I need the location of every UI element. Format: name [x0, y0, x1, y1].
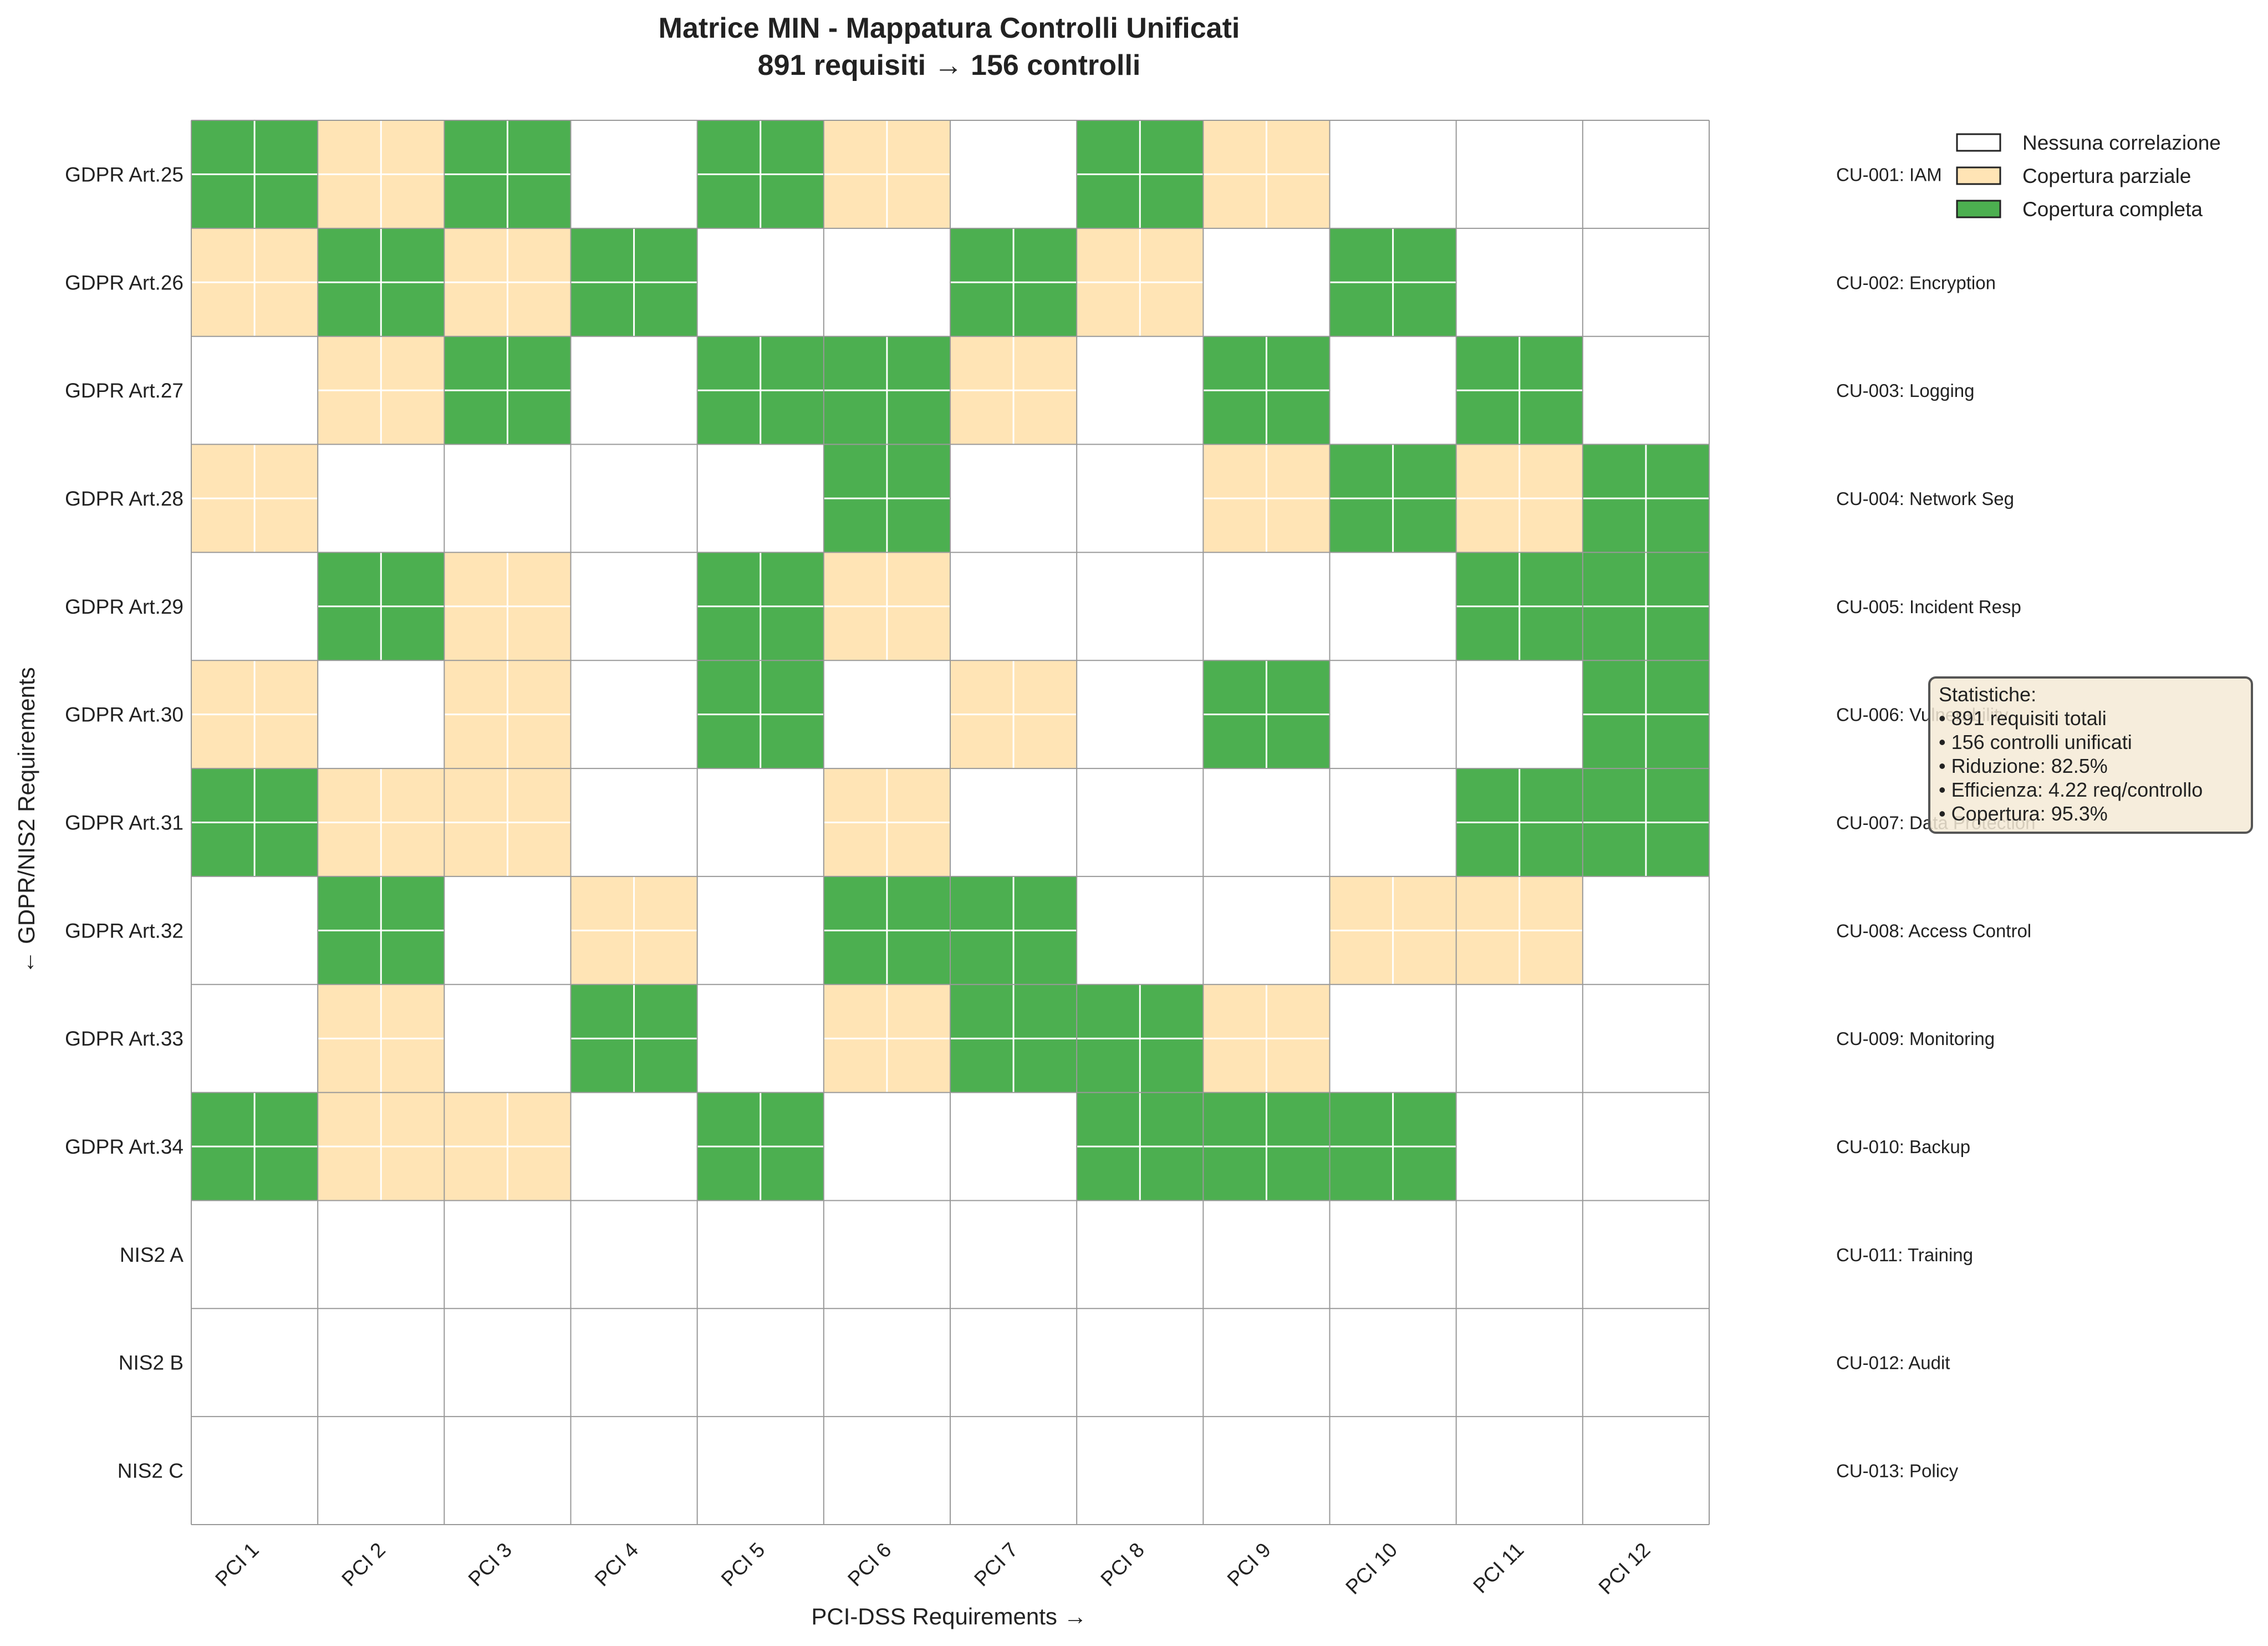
control-label: CU-003: Logging	[1836, 380, 1975, 401]
x-tick-label: PCI 9	[1223, 1538, 1275, 1591]
stats-line: • 891 requisiti totali	[1939, 707, 2107, 730]
legend-label: Copertura parziale	[2022, 165, 2191, 187]
y-tick-label: GDPR Art.32	[65, 919, 184, 942]
stats-line: • Riduzione: 82.5%	[1939, 755, 2108, 777]
stats-line: • Efficienza: 4.22 req/controllo	[1939, 778, 2203, 801]
y-tick-label: GDPR Art.27	[65, 379, 184, 402]
heatmap-grid	[191, 120, 1710, 1525]
x-axis-label: PCI-DSS Requirements →	[811, 1603, 1087, 1629]
x-tick-label: PCI 10	[1341, 1538, 1401, 1599]
x-tick-label: PCI 5	[717, 1538, 769, 1591]
chart-title: Matrice MIN - Mappatura Controlli Unific…	[659, 12, 1240, 44]
y-tick-label: GDPR Art.28	[65, 487, 184, 510]
y-tick-label: NIS2 A	[120, 1244, 184, 1266]
legend-label: Copertura completa	[2022, 198, 2203, 221]
control-label: CU-013: Policy	[1836, 1461, 1959, 1481]
legend-swatch	[1956, 166, 2001, 185]
x-tick-label: PCI 3	[464, 1538, 516, 1591]
legend-swatch	[1956, 133, 2001, 152]
y-tick-label: GDPR Art.26	[65, 271, 184, 294]
legend-label: Nessuna correlazione	[2022, 131, 2221, 154]
x-tick-label: PCI 4	[590, 1538, 643, 1591]
legend-swatch	[1956, 200, 2001, 218]
x-tick-label: PCI 7	[970, 1538, 1022, 1591]
y-tick-label: GDPR Art.30	[65, 704, 184, 726]
y-tick-label: GDPR Art.25	[65, 163, 184, 186]
x-tick-label: PCI 6	[843, 1538, 895, 1591]
control-label: CU-010: Backup	[1836, 1137, 1970, 1157]
control-label: CU-005: Incident Resp	[1836, 597, 2021, 617]
y-tick-label: NIS2 B	[119, 1352, 184, 1374]
stats-line: • 156 controlli unificati	[1939, 731, 2132, 753]
y-tick-label: NIS2 C	[118, 1460, 184, 1482]
stats-title: Statistiche:	[1939, 683, 2036, 706]
control-label: CU-002: Encryption	[1836, 272, 1996, 293]
control-label: CU-011: Training	[1836, 1245, 1973, 1265]
control-label: CU-009: Monitoring	[1836, 1028, 1995, 1049]
stats-box: Statistiche:• 891 requisiti totali• 156 …	[1928, 676, 2253, 834]
y-tick-labels: GDPR Art.25 GDPR Art.26 GDPR Art.27 GDPR Ar…	[65, 163, 184, 1482]
control-labels: CU-001: IAM CU-002: Encryption CU-003: Log…	[1836, 164, 2036, 1481]
y-tick-label: GDPR Art.29	[65, 595, 184, 618]
x-tick-labels: PCI 1 PCI 2 PCI 3 PCI 4 PCI 5 PCI 6 PCI 7 PCI 8…	[211, 1538, 1654, 1599]
control-label: CU-001: IAM	[1836, 164, 1942, 185]
control-label: CU-004: Network Seg	[1836, 488, 2014, 509]
y-tick-label: GDPR Art.31	[65, 812, 184, 834]
y-tick-label: GDPR Art.33	[65, 1027, 184, 1050]
y-tick-label: GDPR Art.34	[65, 1135, 184, 1158]
x-tick-label: PCI 11	[1469, 1538, 1528, 1598]
control-label: CU-008: Access Control	[1836, 920, 2031, 941]
stats-line: • Copertura: 95.3%	[1939, 802, 2108, 825]
x-tick-label: PCI 1	[211, 1538, 263, 1591]
x-tick-label: PCI 12	[1594, 1538, 1655, 1599]
control-label: CU-012: Audit	[1836, 1353, 1950, 1373]
y-axis-label: ← GDPR/NIS2 Requirements	[13, 667, 39, 974]
stats-background	[1928, 676, 2253, 834]
x-tick-label: PCI 8	[1096, 1538, 1148, 1591]
legend: Nessuna correlazione Copertura parziale Co…	[1943, 131, 2256, 235]
x-tick-label: PCI 2	[337, 1538, 389, 1591]
chart-subtitle: 891 requisiti → 156 controlli	[758, 49, 1141, 81]
